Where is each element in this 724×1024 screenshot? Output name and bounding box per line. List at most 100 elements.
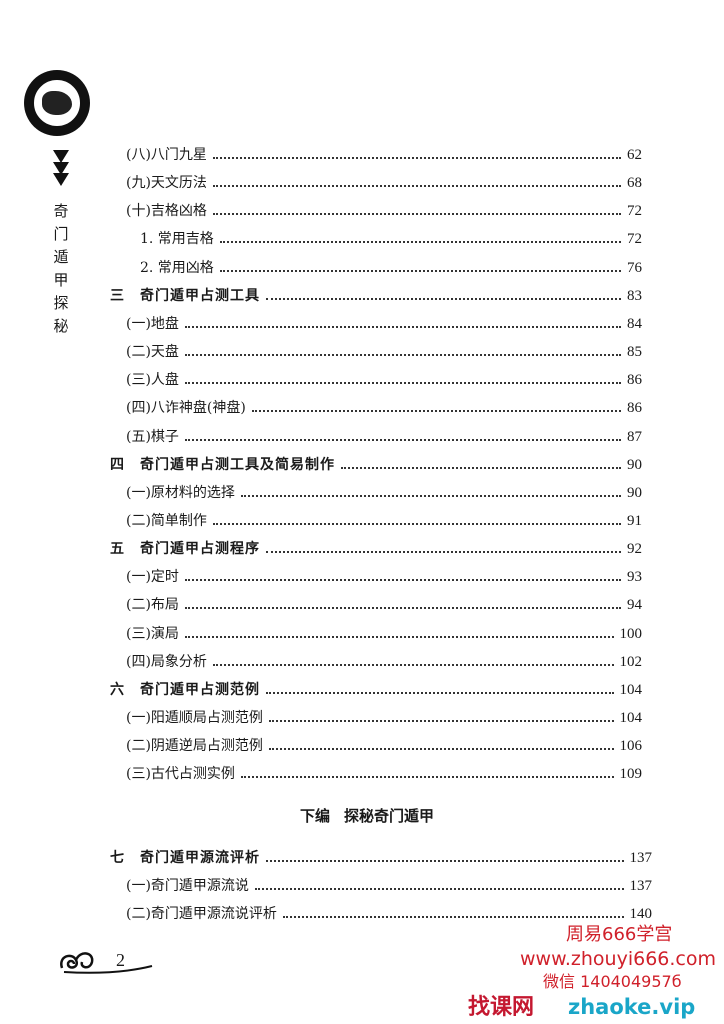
watermark-wechat: 微信 140404957б: [543, 972, 682, 991]
toc-entry: 五 奇门遁甲占测程序 92: [110, 538, 642, 558]
toc-entry-title: (三)人盘: [126, 372, 179, 389]
toc-entry-title: (三)古代占测实例: [126, 766, 235, 783]
toc-entry-page: 140: [629, 906, 653, 922]
leader-dots: [282, 916, 624, 918]
toc-entry: 三 奇门遁甲占测工具 83: [110, 285, 642, 305]
toc-entry: (二)布局 94: [126, 594, 642, 614]
toc-entry-title: (二)阴遁逆局占测范例: [126, 738, 263, 755]
watermark-brand-en: zhaoke.vip: [568, 995, 696, 1019]
toc-entry: (五)棋子 87: [126, 426, 642, 446]
toc-entry: (四)局象分析 102: [126, 651, 642, 671]
title-char: 甲: [53, 271, 69, 289]
leader-dots: [184, 354, 621, 357]
toc-entry: 七 奇门遁甲源流评析 137: [110, 847, 652, 867]
leader-dots: [219, 241, 621, 244]
title-char: 门: [53, 225, 69, 243]
watermark-url: www.zhouyi666.com: [520, 948, 717, 970]
triangle-marker-icon: [53, 162, 69, 175]
leader-dots: [219, 269, 621, 272]
toc-entry-page: 93: [627, 569, 642, 586]
toc-entry-page: 91: [627, 512, 642, 529]
toc-entry-page: 104: [619, 681, 643, 698]
toc-entry-title: 六 奇门遁甲占测范例: [110, 681, 260, 698]
toc-entry: 六 奇门遁甲占测范例 104: [110, 679, 642, 699]
toc-entry-title: (二)奇门遁甲源流说评析: [126, 906, 277, 922]
title-char: 秘: [53, 317, 69, 335]
toc-entry-page: 90: [627, 484, 642, 501]
leader-dots: [251, 410, 621, 413]
toc-entry-page: 72: [627, 231, 642, 248]
toc-entry-page: 109: [619, 766, 643, 783]
toc-entry-title: (一)地盘: [126, 315, 179, 332]
toc-entry-page: 104: [619, 710, 643, 726]
toc-entry-page: 106: [619, 738, 643, 755]
toc-entry: (八)八门九星 62: [126, 144, 642, 164]
leader-dots: [341, 466, 621, 469]
toc-entry: (四)八诈神盘(神盘) 86: [126, 397, 642, 417]
toc-entry-page: 85: [627, 344, 642, 361]
toc-entry-title: 1. 常用吉格: [140, 231, 214, 248]
part-title: 探秘奇门遁甲: [344, 807, 435, 825]
leader-dots: [212, 522, 621, 525]
toc-entry: 2. 常用凶格 76: [140, 257, 642, 277]
toc-entry-title: (四)局象分析: [126, 653, 207, 670]
triangle-marker-icon: [53, 173, 69, 186]
toc-entry-title: 四 奇门遁甲占测工具及简易制作: [110, 456, 335, 473]
leader-dots: [212, 213, 621, 216]
title-char: 遁: [53, 248, 69, 266]
toc-entry: (十)吉格凶格 72: [126, 200, 642, 220]
toc-entry-title: (二)布局: [126, 597, 179, 614]
toc-entry-title: 五 奇门遁甲占测程序: [110, 541, 260, 558]
toc-entry: (三)人盘 86: [126, 369, 642, 389]
toc-entry-page: 87: [627, 428, 642, 445]
part-name: 下编: [300, 807, 331, 825]
leader-dots: [212, 663, 614, 666]
leader-dots: [184, 382, 621, 385]
toc-entry-page: 68: [627, 175, 642, 192]
toc-entry-title: (二)简单制作: [126, 512, 207, 529]
toc-entry-title: (一)定时: [126, 569, 179, 586]
leader-dots: [212, 157, 621, 159]
toc-entry: (三)古代占测实例 109: [126, 763, 642, 783]
toc-entry-title: (九)天文历法: [126, 175, 207, 192]
toc-entry-page: 84: [627, 315, 642, 332]
toc-entry-page: 72: [627, 203, 642, 220]
toc-entry-page: 137: [629, 878, 653, 894]
toc-entry-page: 137: [629, 850, 653, 866]
toc-entry-title: (八)八门九星: [126, 147, 207, 163]
leader-dots: [266, 860, 624, 862]
page-number: 2: [116, 950, 125, 970]
triangle-marker-icon: [53, 150, 69, 163]
toc-entry-title: (一)奇门遁甲源流说: [126, 878, 249, 894]
toc-entry-title: (十)吉格凶格: [126, 203, 207, 220]
toc-entry: (二)天盘 85: [126, 341, 642, 361]
leader-dots: [240, 494, 621, 497]
leader-dots: [266, 551, 621, 554]
title-char: 奇: [53, 202, 69, 220]
leader-dots: [268, 720, 614, 722]
toc-entry-page: 90: [627, 456, 642, 473]
leader-dots: [266, 297, 621, 300]
toc-entry-page: 86: [627, 372, 642, 389]
running-title: 奇 门 遁 甲 探 秘: [50, 200, 72, 338]
leader-dots: [184, 325, 621, 328]
leader-dots: [212, 185, 621, 188]
toc-entry: (一)地盘 84: [126, 313, 642, 333]
toc-entry-title: (五)棋子: [126, 428, 179, 445]
leader-dots: [184, 579, 621, 582]
dragon-seal-logo: [24, 70, 90, 136]
toc-entry: (一)原材料的选择 90: [126, 482, 642, 502]
leader-dots: [184, 438, 621, 441]
leader-dots: [266, 691, 614, 694]
toc-entry: (三)演局 100: [126, 623, 642, 643]
leader-dots: [268, 748, 614, 751]
watermark-line1: 周易666学宫: [566, 924, 673, 945]
title-char: 探: [53, 294, 69, 312]
leader-dots: [184, 607, 621, 610]
toc-entry-title: (一)原材料的选择: [126, 484, 235, 501]
toc-entry-page: 102: [619, 653, 643, 670]
toc-entry-page: 83: [627, 287, 642, 304]
watermark-brand-cn: 找课网: [468, 995, 535, 1020]
toc-entry-title: (四)八诈神盘(神盘): [126, 400, 246, 417]
toc-entry: (一)阳遁顺局占测范例 104: [126, 707, 642, 727]
